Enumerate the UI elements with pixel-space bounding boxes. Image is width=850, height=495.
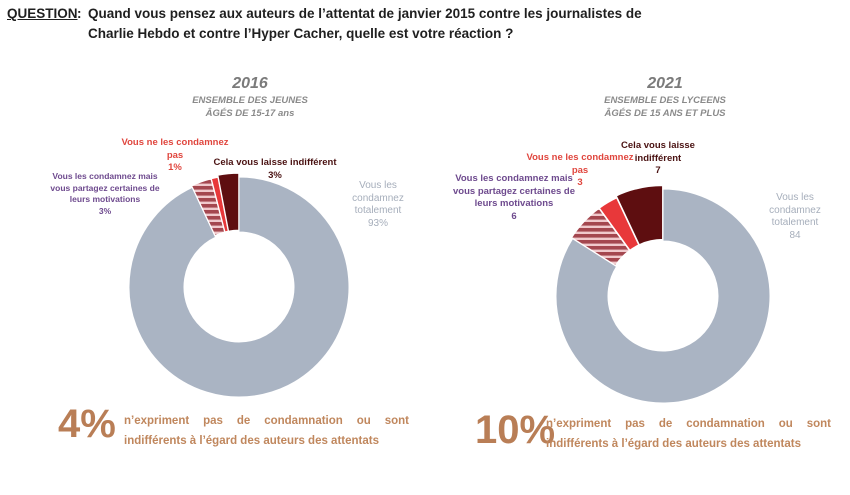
chart-2021-title: 2021 bbox=[647, 75, 683, 92]
label-value: 6 bbox=[511, 210, 517, 222]
label-2021-partagez-motivations: Vous les condamnez mais vous partagez ce… bbox=[444, 173, 584, 223]
label-line: Cela vous laisse indifférent bbox=[213, 157, 337, 168]
chart-2016-title: 2016 bbox=[232, 75, 268, 92]
question-label: QUESTION bbox=[7, 6, 78, 21]
chart-2016-subtitle-1: ENSEMBLE DES JEUNES bbox=[192, 95, 308, 106]
slice-indifferent bbox=[615, 184, 664, 246]
summary-2021-value: 10% bbox=[475, 408, 556, 452]
summary-2016-line-1: n’expriment pas de condamnation ou sont bbox=[124, 415, 409, 427]
label-2021-condamnez-totalement: Vous les condamnez totalement 84 bbox=[755, 192, 835, 242]
label-line: vous partagez certaines de bbox=[453, 185, 575, 197]
summary-2016-line-2: indifférents à l’égard des auteurs des a… bbox=[124, 435, 379, 447]
label-value: 3% bbox=[268, 169, 282, 181]
label-line: totalement bbox=[771, 217, 819, 228]
label-line: Vous ne les condamnez bbox=[121, 137, 229, 148]
label-2021-indifferent: Cela vous laisse indifférent 7 bbox=[608, 140, 708, 178]
label-line: vous partagez certaines de bbox=[50, 182, 160, 193]
label-2016-condamnez-totalement: Vous les condamnez totalement 93% bbox=[338, 180, 418, 230]
label-line: indifférent bbox=[634, 152, 682, 164]
summary-2021-line-1: n’expriment pas de condamnation ou sont bbox=[546, 418, 831, 430]
label-line: totalement bbox=[354, 205, 402, 216]
label-value: 93% bbox=[367, 217, 388, 229]
label-2021-ne-condamnez-pas: Vous ne les condamnez pas 3 bbox=[520, 152, 640, 190]
label-line: pas bbox=[166, 149, 184, 161]
question-colon: : bbox=[77, 6, 82, 21]
summary-2021-text: n’expriment pas de condamnation ou sont … bbox=[546, 414, 831, 454]
slice-condamnez-totalement bbox=[128, 176, 350, 398]
label-line: pas bbox=[571, 164, 589, 176]
label-line: Vous les bbox=[776, 192, 814, 203]
label-line: Vous ne les condamnez bbox=[526, 152, 634, 163]
label-2016-indifferent: Cela vous laisse indifférent 3% bbox=[205, 157, 345, 182]
label-2016-partagez-motivations: Vous les condamnez mais vous partagez ce… bbox=[40, 171, 170, 217]
chart-2016-subtitle-2: ÂGÉS DE 15-17 ans bbox=[205, 108, 295, 119]
label-line: Cela vous laisse bbox=[621, 140, 695, 151]
label-line: Vous les condamnez mais bbox=[52, 171, 158, 181]
label-line: Vous les condamnez mais bbox=[455, 173, 573, 184]
label-value: 84 bbox=[789, 229, 801, 241]
donut-2016 bbox=[128, 172, 350, 398]
question-text: Quand vous pensez aux auteurs de l’atten… bbox=[88, 6, 642, 41]
label-2016-ne-condamnez-pas: Vous ne les condamnez pas 1% bbox=[110, 137, 240, 175]
label-value: 3 bbox=[577, 177, 583, 188]
label-line: condamnez bbox=[769, 204, 821, 216]
label-line: Vous les bbox=[359, 180, 397, 191]
label-line: leurs motivations bbox=[474, 198, 554, 209]
label-line: condamnez bbox=[352, 192, 404, 204]
label-value: 1% bbox=[168, 162, 182, 173]
summary-2016-value: 4% bbox=[58, 402, 116, 446]
slice-indifferent bbox=[217, 172, 240, 232]
summary-2016-text: n’expriment pas de condamnation ou sont … bbox=[124, 411, 409, 451]
chart-2021-header: 2021 ENSEMBLE DES LYCEENS ÂGÉS DE 15 ANS… bbox=[565, 74, 765, 120]
chart-2016-header: 2016 ENSEMBLE DES JEUNES ÂGÉS DE 15-17 a… bbox=[160, 74, 340, 120]
donut-2021 bbox=[555, 184, 771, 404]
summary-2021-line-2: indifférents à l’égard des auteurs des a… bbox=[546, 438, 801, 450]
label-line: leurs motivations bbox=[69, 194, 141, 204]
chart-2021-subtitle-1: ENSEMBLE DES LYCEENS bbox=[604, 95, 726, 106]
chart-2021-subtitle-2: ÂGÉS DE 15 ANS ET PLUS bbox=[604, 108, 726, 119]
label-value: 7 bbox=[655, 165, 661, 176]
slice-condamnez-totalement bbox=[555, 188, 771, 404]
label-value: 3% bbox=[98, 205, 112, 216]
